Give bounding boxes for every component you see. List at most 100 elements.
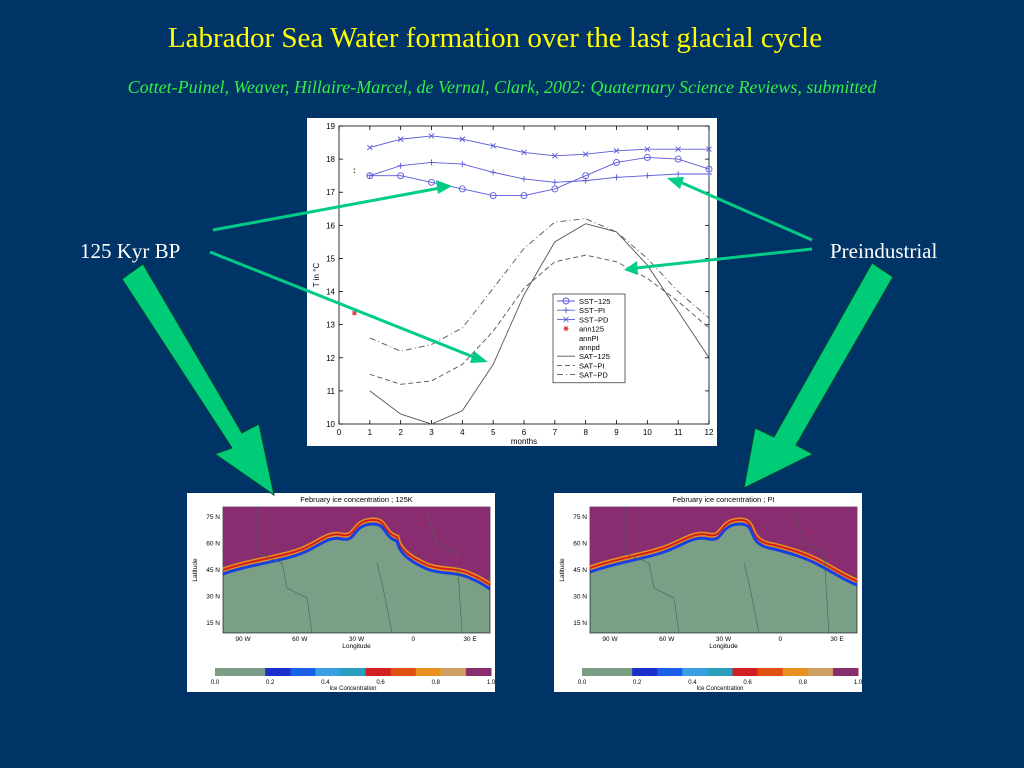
map-x-tick: 30 W <box>349 636 365 643</box>
ice-edge-blue <box>222 522 491 591</box>
data-point <box>353 171 356 174</box>
colorbar-tick: 0.4 <box>688 680 697 686</box>
colorbar-segment <box>657 668 683 676</box>
marker-plus <box>521 175 527 182</box>
ice-map-125k: February ice concentration ; 125K 90 W 60 … <box>192 495 496 692</box>
series-annpi <box>353 168 356 170</box>
y-tick-label: 18 <box>326 155 335 164</box>
legend-entry: SST−PI <box>579 306 605 315</box>
legend-entry: annpd <box>579 343 600 352</box>
colorbar-tick: 0.8 <box>799 680 808 686</box>
marker-plus <box>563 307 569 314</box>
marker-x <box>613 148 620 154</box>
marker-circle <box>674 155 682 163</box>
marker-x <box>582 151 589 157</box>
map-y-tick: 60 N <box>573 541 587 548</box>
legend-entry: SAT−PD <box>579 371 608 380</box>
legend-entry: ann125 <box>579 325 604 334</box>
colorbar-segment <box>340 668 367 676</box>
coastline <box>623 507 830 634</box>
data-point <box>353 168 356 170</box>
map-y-label: Latitude <box>559 558 566 582</box>
slide-title: Labrador Sea Water formation over the la… <box>167 22 823 54</box>
x-tick-label: 5 <box>491 428 496 437</box>
colorbar-segment <box>732 668 759 676</box>
marker-asterisk <box>563 326 569 332</box>
x-axis-label: months <box>511 437 537 446</box>
colorbar-segment <box>240 668 266 676</box>
map-y-tick: 30 N <box>206 594 220 601</box>
map-y-tick: 45 N <box>206 567 220 574</box>
colorbar-segment <box>315 668 341 676</box>
colorbar-segment <box>757 668 784 676</box>
ice-map-125k-panel: February ice concentration ; 125K 90 W 60 … <box>187 493 496 692</box>
y-tick-label: 17 <box>326 188 335 197</box>
series-sat-pi <box>369 254 710 385</box>
marker-circle <box>520 192 528 199</box>
colorbar-tick: 0.6 <box>743 680 752 686</box>
colorbar-segment <box>215 668 241 676</box>
series-line <box>369 157 710 196</box>
ice-edge-red <box>589 518 858 582</box>
legend-entry: SST−125 <box>579 297 610 306</box>
series-ann125 <box>351 310 357 316</box>
legend-entry: SAT−PI <box>579 361 605 370</box>
citation-subtitle: Cottet-Puinel, Weaver, Hillaire-Marcel, … <box>127 77 877 97</box>
colorbar-label: Ice Concentration <box>329 686 376 692</box>
series-line <box>369 161 709 183</box>
colorbar-tick: 0.2 <box>266 680 275 686</box>
marker-circle <box>489 192 497 199</box>
map-x-tick: 0 <box>411 636 415 643</box>
x-tick-label: 4 <box>460 428 465 437</box>
y-axis-label: T in °C <box>312 263 321 288</box>
map-y-tick: 75 N <box>206 514 220 521</box>
map-x-label: Longitude <box>709 643 738 650</box>
y-tick-label: 14 <box>326 288 335 297</box>
marker-x <box>563 316 569 323</box>
marker-x <box>521 149 527 156</box>
marker-x <box>459 136 466 143</box>
series-sst-pi <box>366 159 712 186</box>
marker-x <box>490 143 496 149</box>
y-tick-label: 10 <box>326 420 335 429</box>
colorbar-segment <box>807 668 834 676</box>
marker-plus <box>551 179 558 186</box>
colorbar-segment <box>707 668 734 676</box>
colorbar-segment <box>265 668 291 676</box>
label-125-kyr: 125 Kyr BP <box>80 239 181 263</box>
map-y-tick: 30 N <box>573 594 587 601</box>
colorbar-tick: 0.0 <box>578 680 587 686</box>
y-tick-label: 16 <box>326 221 335 230</box>
series-annpd <box>353 171 356 174</box>
colorbar-segment <box>582 668 608 676</box>
y-tick-label: 12 <box>326 354 335 363</box>
colorbar-tick: 0.0 <box>211 680 220 686</box>
map-y-tick: 60 N <box>206 541 220 548</box>
map-x-tick: 60 W <box>659 636 675 643</box>
map-y-label: Latitude <box>192 558 199 582</box>
ice-edge-red <box>222 518 491 586</box>
marker-x <box>675 146 681 152</box>
colorbar-tick: 0.8 <box>432 680 441 686</box>
x-tick-label: 11 <box>674 428 683 437</box>
map-x-tick: 0 <box>778 636 782 643</box>
x-tick-label: 3 <box>429 428 434 437</box>
map-x-tick: 90 W <box>235 636 251 643</box>
marker-x <box>644 146 651 152</box>
temperature-line-chart: 0 1 2 3 4 5 6 7 8 9 10 11 1210111213141516171819mont… <box>312 122 714 446</box>
marker-plus <box>582 177 589 184</box>
colorbar-tick: 0.6 <box>376 680 385 686</box>
marker-plus <box>675 171 682 178</box>
marker-x <box>397 136 404 143</box>
marker-circle <box>551 185 559 193</box>
label-preindustrial: Preindustrial <box>830 239 938 263</box>
marker-plus <box>644 172 651 179</box>
coastline <box>256 507 463 634</box>
colorbar-segment <box>390 668 417 676</box>
x-tick-label: 10 <box>643 428 652 437</box>
marker-plus <box>428 159 435 166</box>
marker-x <box>552 152 558 159</box>
y-tick-label: 11 <box>327 387 336 396</box>
marker-plus <box>397 162 404 169</box>
map-x-tick: 30 W <box>716 636 732 643</box>
